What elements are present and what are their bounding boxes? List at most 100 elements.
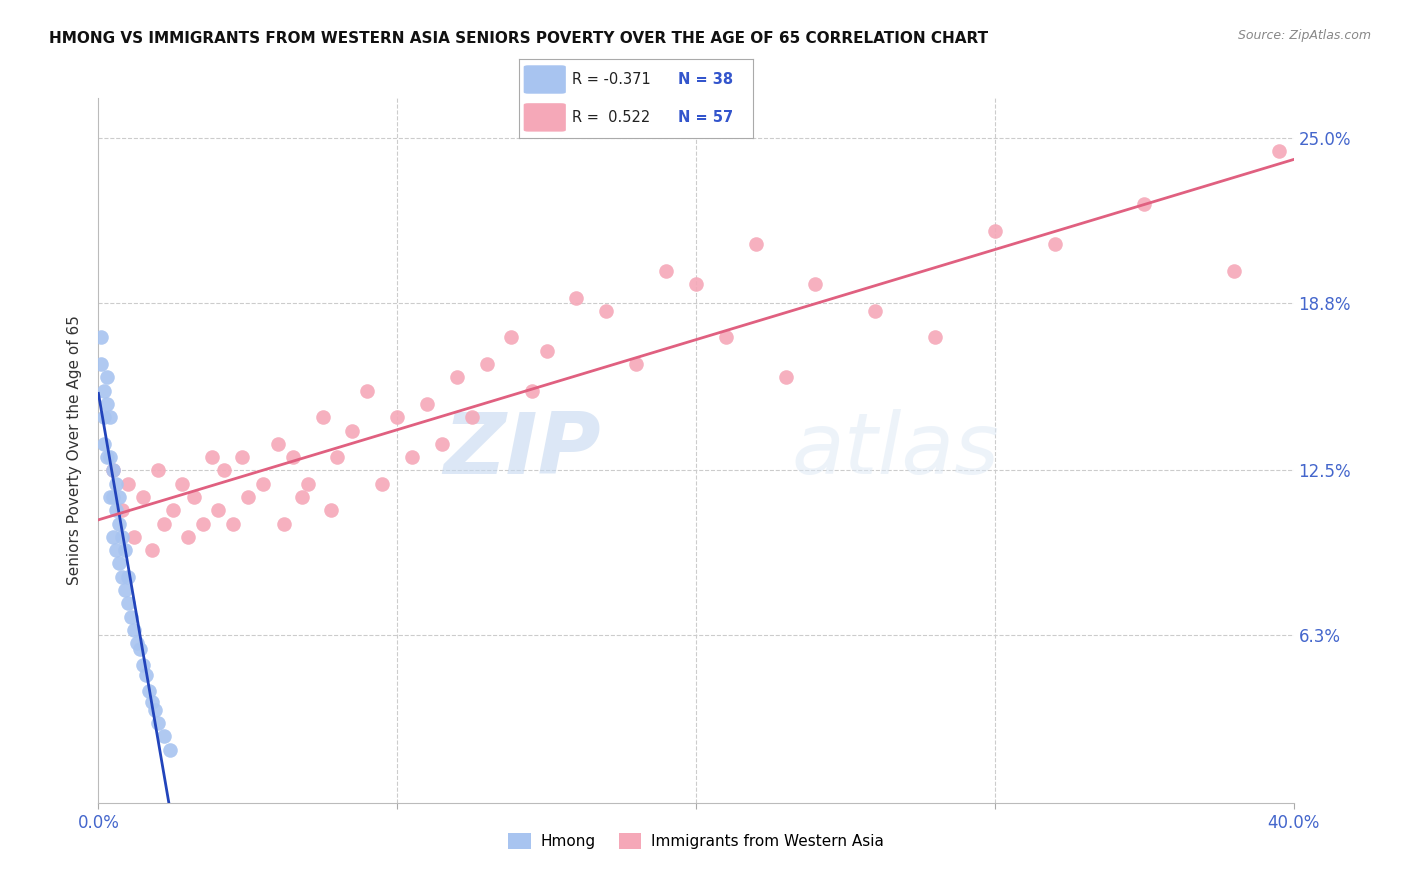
Point bbox=[326, 450, 349, 464]
Point bbox=[212, 463, 235, 477]
Point bbox=[132, 490, 155, 504]
Point bbox=[291, 490, 314, 504]
Point bbox=[153, 516, 176, 531]
Point bbox=[117, 570, 139, 584]
Point bbox=[1043, 237, 1066, 252]
Point bbox=[297, 476, 319, 491]
Point bbox=[93, 410, 115, 425]
Point bbox=[685, 277, 707, 292]
Point bbox=[111, 503, 134, 517]
Point bbox=[207, 503, 229, 517]
Point bbox=[356, 384, 378, 398]
Y-axis label: Seniors Poverty Over the Age of 65: Seniors Poverty Over the Age of 65 bbox=[67, 316, 83, 585]
Point bbox=[117, 596, 139, 610]
Point bbox=[143, 703, 166, 717]
Point bbox=[430, 437, 453, 451]
Point bbox=[98, 410, 122, 425]
Point bbox=[475, 357, 498, 371]
Point bbox=[159, 742, 181, 756]
Point bbox=[595, 303, 617, 318]
Point bbox=[775, 370, 797, 384]
Point bbox=[108, 516, 131, 531]
Point bbox=[499, 330, 522, 344]
Point bbox=[321, 503, 343, 517]
Point bbox=[804, 277, 827, 292]
Point bbox=[865, 303, 887, 318]
Point bbox=[714, 330, 737, 344]
Point bbox=[177, 530, 200, 544]
Point bbox=[461, 410, 484, 425]
Point bbox=[536, 343, 558, 358]
Point bbox=[132, 657, 155, 672]
Point bbox=[342, 424, 364, 438]
Point bbox=[191, 516, 214, 531]
Point bbox=[924, 330, 946, 344]
Point bbox=[153, 729, 176, 743]
Point bbox=[148, 463, 170, 477]
Point bbox=[124, 530, 146, 544]
Point bbox=[98, 450, 122, 464]
Point bbox=[281, 450, 304, 464]
Point bbox=[135, 668, 157, 682]
Point bbox=[148, 716, 170, 731]
Point bbox=[183, 490, 205, 504]
Point bbox=[371, 476, 394, 491]
Point bbox=[1133, 197, 1156, 211]
Point bbox=[105, 503, 128, 517]
Point bbox=[111, 530, 134, 544]
Text: R = -0.371: R = -0.371 bbox=[572, 72, 651, 87]
Legend: Hmong, Immigrants from Western Asia: Hmong, Immigrants from Western Asia bbox=[502, 827, 890, 855]
FancyBboxPatch shape bbox=[523, 65, 565, 94]
Point bbox=[236, 490, 259, 504]
Text: N = 57: N = 57 bbox=[678, 110, 734, 125]
Point bbox=[984, 224, 1007, 238]
Point bbox=[90, 330, 112, 344]
Text: Source: ZipAtlas.com: Source: ZipAtlas.com bbox=[1237, 29, 1371, 42]
Point bbox=[114, 583, 136, 598]
Text: N = 38: N = 38 bbox=[678, 72, 734, 87]
Point bbox=[401, 450, 423, 464]
Point bbox=[267, 437, 290, 451]
Point bbox=[103, 530, 125, 544]
Text: atlas: atlas bbox=[792, 409, 1000, 492]
Point bbox=[127, 636, 149, 650]
Point bbox=[108, 490, 131, 504]
Point bbox=[141, 695, 163, 709]
Point bbox=[565, 291, 588, 305]
Point bbox=[96, 370, 118, 384]
Point bbox=[98, 490, 122, 504]
Point bbox=[162, 503, 184, 517]
Point bbox=[311, 410, 333, 425]
Point bbox=[273, 516, 295, 531]
Point bbox=[103, 490, 125, 504]
Point bbox=[120, 609, 142, 624]
Point bbox=[93, 384, 115, 398]
Point bbox=[446, 370, 468, 384]
Point bbox=[172, 476, 194, 491]
Point bbox=[231, 450, 253, 464]
Point bbox=[96, 397, 118, 411]
Point bbox=[111, 570, 134, 584]
Point bbox=[201, 450, 224, 464]
Point bbox=[138, 684, 160, 698]
Point bbox=[96, 450, 118, 464]
Point bbox=[222, 516, 245, 531]
Point bbox=[124, 623, 146, 637]
Point bbox=[1267, 145, 1289, 159]
Point bbox=[93, 437, 115, 451]
Point bbox=[105, 543, 128, 558]
Point bbox=[90, 357, 112, 371]
Point bbox=[252, 476, 274, 491]
FancyBboxPatch shape bbox=[523, 103, 565, 132]
Point bbox=[108, 557, 131, 571]
Point bbox=[520, 384, 543, 398]
Point bbox=[117, 476, 139, 491]
Point bbox=[103, 463, 125, 477]
Text: ZIP: ZIP bbox=[443, 409, 600, 492]
Point bbox=[745, 237, 768, 252]
Point bbox=[114, 543, 136, 558]
Text: HMONG VS IMMIGRANTS FROM WESTERN ASIA SENIORS POVERTY OVER THE AGE OF 65 CORRELA: HMONG VS IMMIGRANTS FROM WESTERN ASIA SE… bbox=[49, 31, 988, 46]
Point bbox=[385, 410, 409, 425]
Point bbox=[655, 264, 678, 278]
Point bbox=[141, 543, 163, 558]
